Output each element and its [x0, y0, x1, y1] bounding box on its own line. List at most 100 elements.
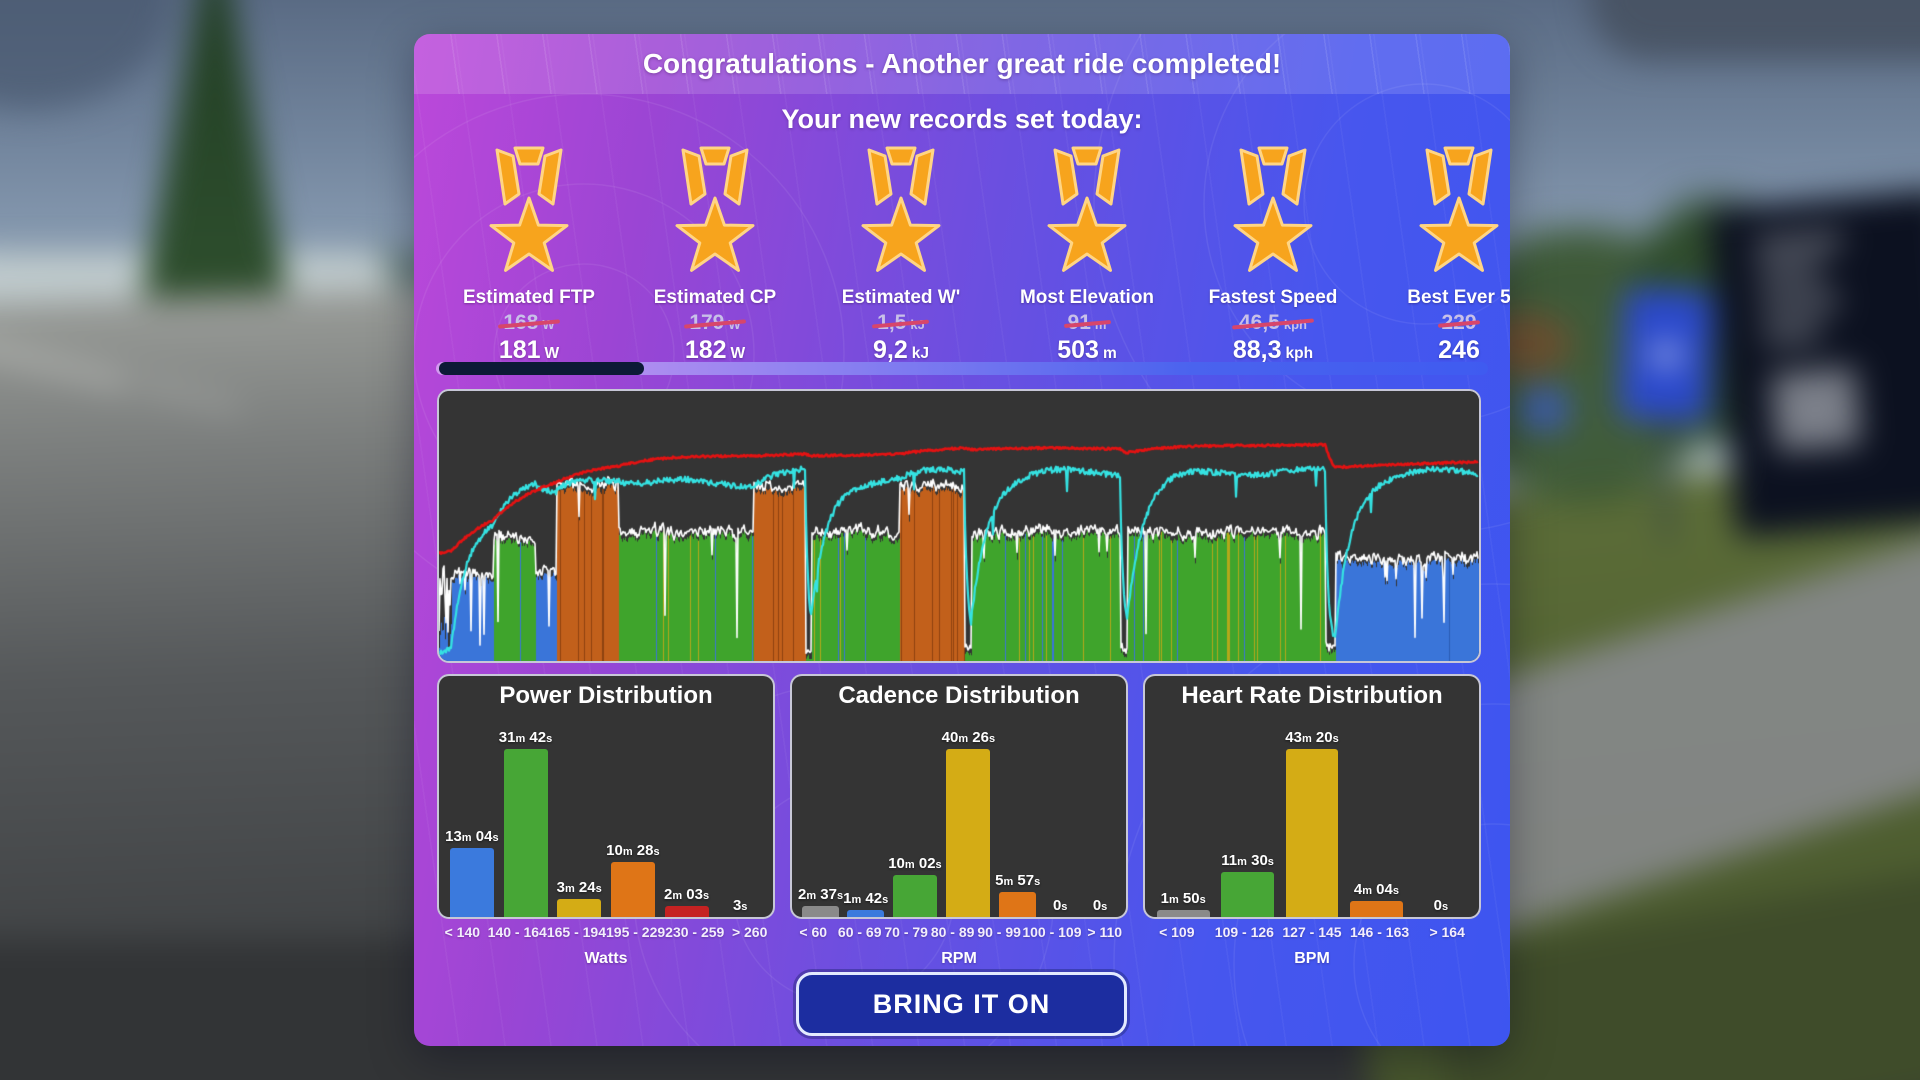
axis-tick-label: 127 - 145: [1282, 924, 1342, 940]
histogram-bar: [1350, 901, 1403, 917]
histogram-panel: Heart Rate Distribution 1m 50s 11m 30s 43m …: [1143, 674, 1481, 919]
axis-tick-label: 100 - 109: [1022, 924, 1082, 940]
axis-tick-label: 80 - 89: [930, 924, 975, 940]
histogram-value-label: 1m 42s: [843, 890, 889, 907]
medal-icon: [675, 146, 755, 272]
histogram-value-label: 3s: [732, 897, 748, 914]
axis-tick-label: < 109: [1159, 924, 1195, 940]
axis-title: RPM: [941, 950, 977, 967]
histogram-column: 3s: [713, 717, 767, 917]
histogram-value-label: 4m 04s: [1353, 881, 1399, 898]
histogram-axis-ticks: < 60 60 - 69 70 - 79 80 - 89 90 - 99 100 - 10…: [790, 924, 1128, 940]
billboard-blob: [1708, 188, 1920, 538]
histogram-axis-ticks: < 109 109 - 126 127 - 145 146 - 163 > 164: [1143, 924, 1481, 940]
histogram-value-label: 2m 03s: [663, 886, 710, 903]
ride-timeline-chart: [439, 391, 1479, 661]
histogram-axis-ticks: < 140 140 - 164 165 - 194 195 - 229 230 - 25…: [437, 924, 775, 940]
histogram-bar: [1156, 910, 1210, 917]
record-label: Most Elevation: [1019, 287, 1155, 308]
records-scrollbar[interactable]: [436, 362, 1488, 375]
sign-pole: [1662, 412, 1672, 542]
histogram-panel: Power Distribution 13m 04s 31m 42s 3m 24s 10…: [437, 674, 775, 919]
ride-timeline-panel: [437, 389, 1481, 663]
histogram-column: 0s: [1040, 717, 1080, 917]
bring-it-on-button[interactable]: BRING IT ON: [796, 972, 1127, 1036]
record-label: Estimated FTP: [463, 287, 595, 308]
histogram-bar: [503, 749, 548, 917]
record-old-value: 179W: [684, 311, 746, 335]
axis-tick-label: 146 - 163: [1349, 924, 1410, 940]
histogram-value-label: 0s: [1092, 897, 1108, 914]
record-old-value: 168W: [498, 311, 560, 335]
histogram-bar: [1221, 872, 1275, 917]
billboard-text-streak: [1755, 233, 1842, 255]
histogram-value-label: 0s: [1052, 897, 1068, 914]
histogram-value-label: 5m 57s: [995, 872, 1041, 889]
axis-tick-label: 230 - 259: [665, 924, 725, 940]
record-old-value: 229: [1437, 311, 1481, 335]
medal-icon: [1047, 146, 1127, 272]
axis-tick-label: 140 - 164: [487, 924, 547, 940]
records-carousel[interactable]: Estimated FTP 168W181W Estimated CP 179W182…: [436, 146, 1510, 368]
histogram-bar: [449, 848, 494, 917]
axis-tick-label: 109 - 126: [1214, 924, 1274, 940]
record-new-value: 9,2 kJ: [872, 336, 929, 364]
dark-cloud-blob: [1590, 0, 1920, 60]
histogram-bar: [610, 862, 655, 917]
histogram-column: 5m 57s: [995, 717, 1040, 917]
axis-title: BPM: [1294, 950, 1330, 967]
histogram-value-label: 11m 30s: [1221, 852, 1274, 869]
histogram-column: 0s: [1080, 717, 1120, 917]
histogram-bar: [664, 906, 709, 917]
histogram-column: 11m 30s: [1215, 717, 1279, 917]
histogram-column: 10m 28s: [606, 717, 660, 917]
axis-tick-label: 70 - 79: [884, 924, 928, 940]
histogram-column: 13m 04s: [445, 717, 499, 917]
record-old-value: 46,5kph: [1232, 311, 1314, 335]
histogram-bar: [893, 875, 937, 917]
histogram-value-label: 2m 37s: [798, 886, 844, 903]
histogram-column: 2m 03s: [660, 717, 714, 917]
histogram-value-label: 0s: [1433, 897, 1449, 914]
histogram-column: 1m 50s: [1151, 717, 1215, 917]
histogram-value-label: 10m 28s: [606, 842, 660, 859]
histogram-column: 40m 26s: [942, 717, 995, 917]
record-new-value: 246: [1438, 336, 1480, 364]
histogram-bar: [946, 749, 991, 917]
axis-tick-label: 165 - 194: [546, 924, 606, 940]
histogram-title: Cadence Distribution: [838, 682, 1080, 709]
histogram-column: 1m 42s: [843, 717, 888, 917]
histogram-title: Heart Rate Distribution: [1181, 682, 1443, 709]
histogram-column: 31m 42s: [499, 717, 553, 917]
record-card: Best Ever 5 229246: [1366, 146, 1510, 368]
records-scrollbar-thumb[interactable]: [439, 362, 645, 375]
records-heading: Your new records set today:: [781, 104, 1143, 134]
billboard-text-streak: [1757, 265, 1823, 283]
axis-tick-label: 60 - 69: [837, 924, 882, 940]
billboard-text-streak: [1760, 294, 1840, 313]
sign-blob: [1520, 388, 1568, 430]
record-card: Estimated W' 1,5kJ9,2kJ: [808, 146, 994, 368]
record-new-value: 88,3 kph: [1232, 336, 1314, 364]
axis-title: Watts: [584, 950, 628, 967]
banner-logo-blob: [1652, 344, 1680, 366]
histogram-column: 0s: [1409, 717, 1473, 917]
record-card: Estimated FTP 168W181W: [436, 146, 622, 368]
axis-tick-label: > 260: [731, 924, 768, 940]
record-new-value: 181 W: [498, 336, 560, 364]
record-label: Estimated W': [841, 287, 961, 308]
record-new-value: 182 W: [684, 336, 746, 364]
histogram-bar: [999, 892, 1037, 917]
histogram-column: 43m 20s: [1280, 717, 1344, 917]
histogram-bar: [802, 906, 840, 917]
histogram-bar: [847, 910, 885, 917]
axis-tick-label: 195 - 229: [606, 924, 666, 940]
histogram-value-label: 1m 50s: [1160, 890, 1206, 907]
dark-corner-blob: [0, 0, 170, 110]
record-card: Estimated CP 179W182W: [622, 146, 808, 368]
medal-icon: [1419, 146, 1499, 272]
axis-tick-label: > 164: [1429, 924, 1465, 940]
histogram-value-label: 43m 20s: [1285, 729, 1339, 746]
axis-tick-label: 90 - 99: [977, 924, 1021, 940]
